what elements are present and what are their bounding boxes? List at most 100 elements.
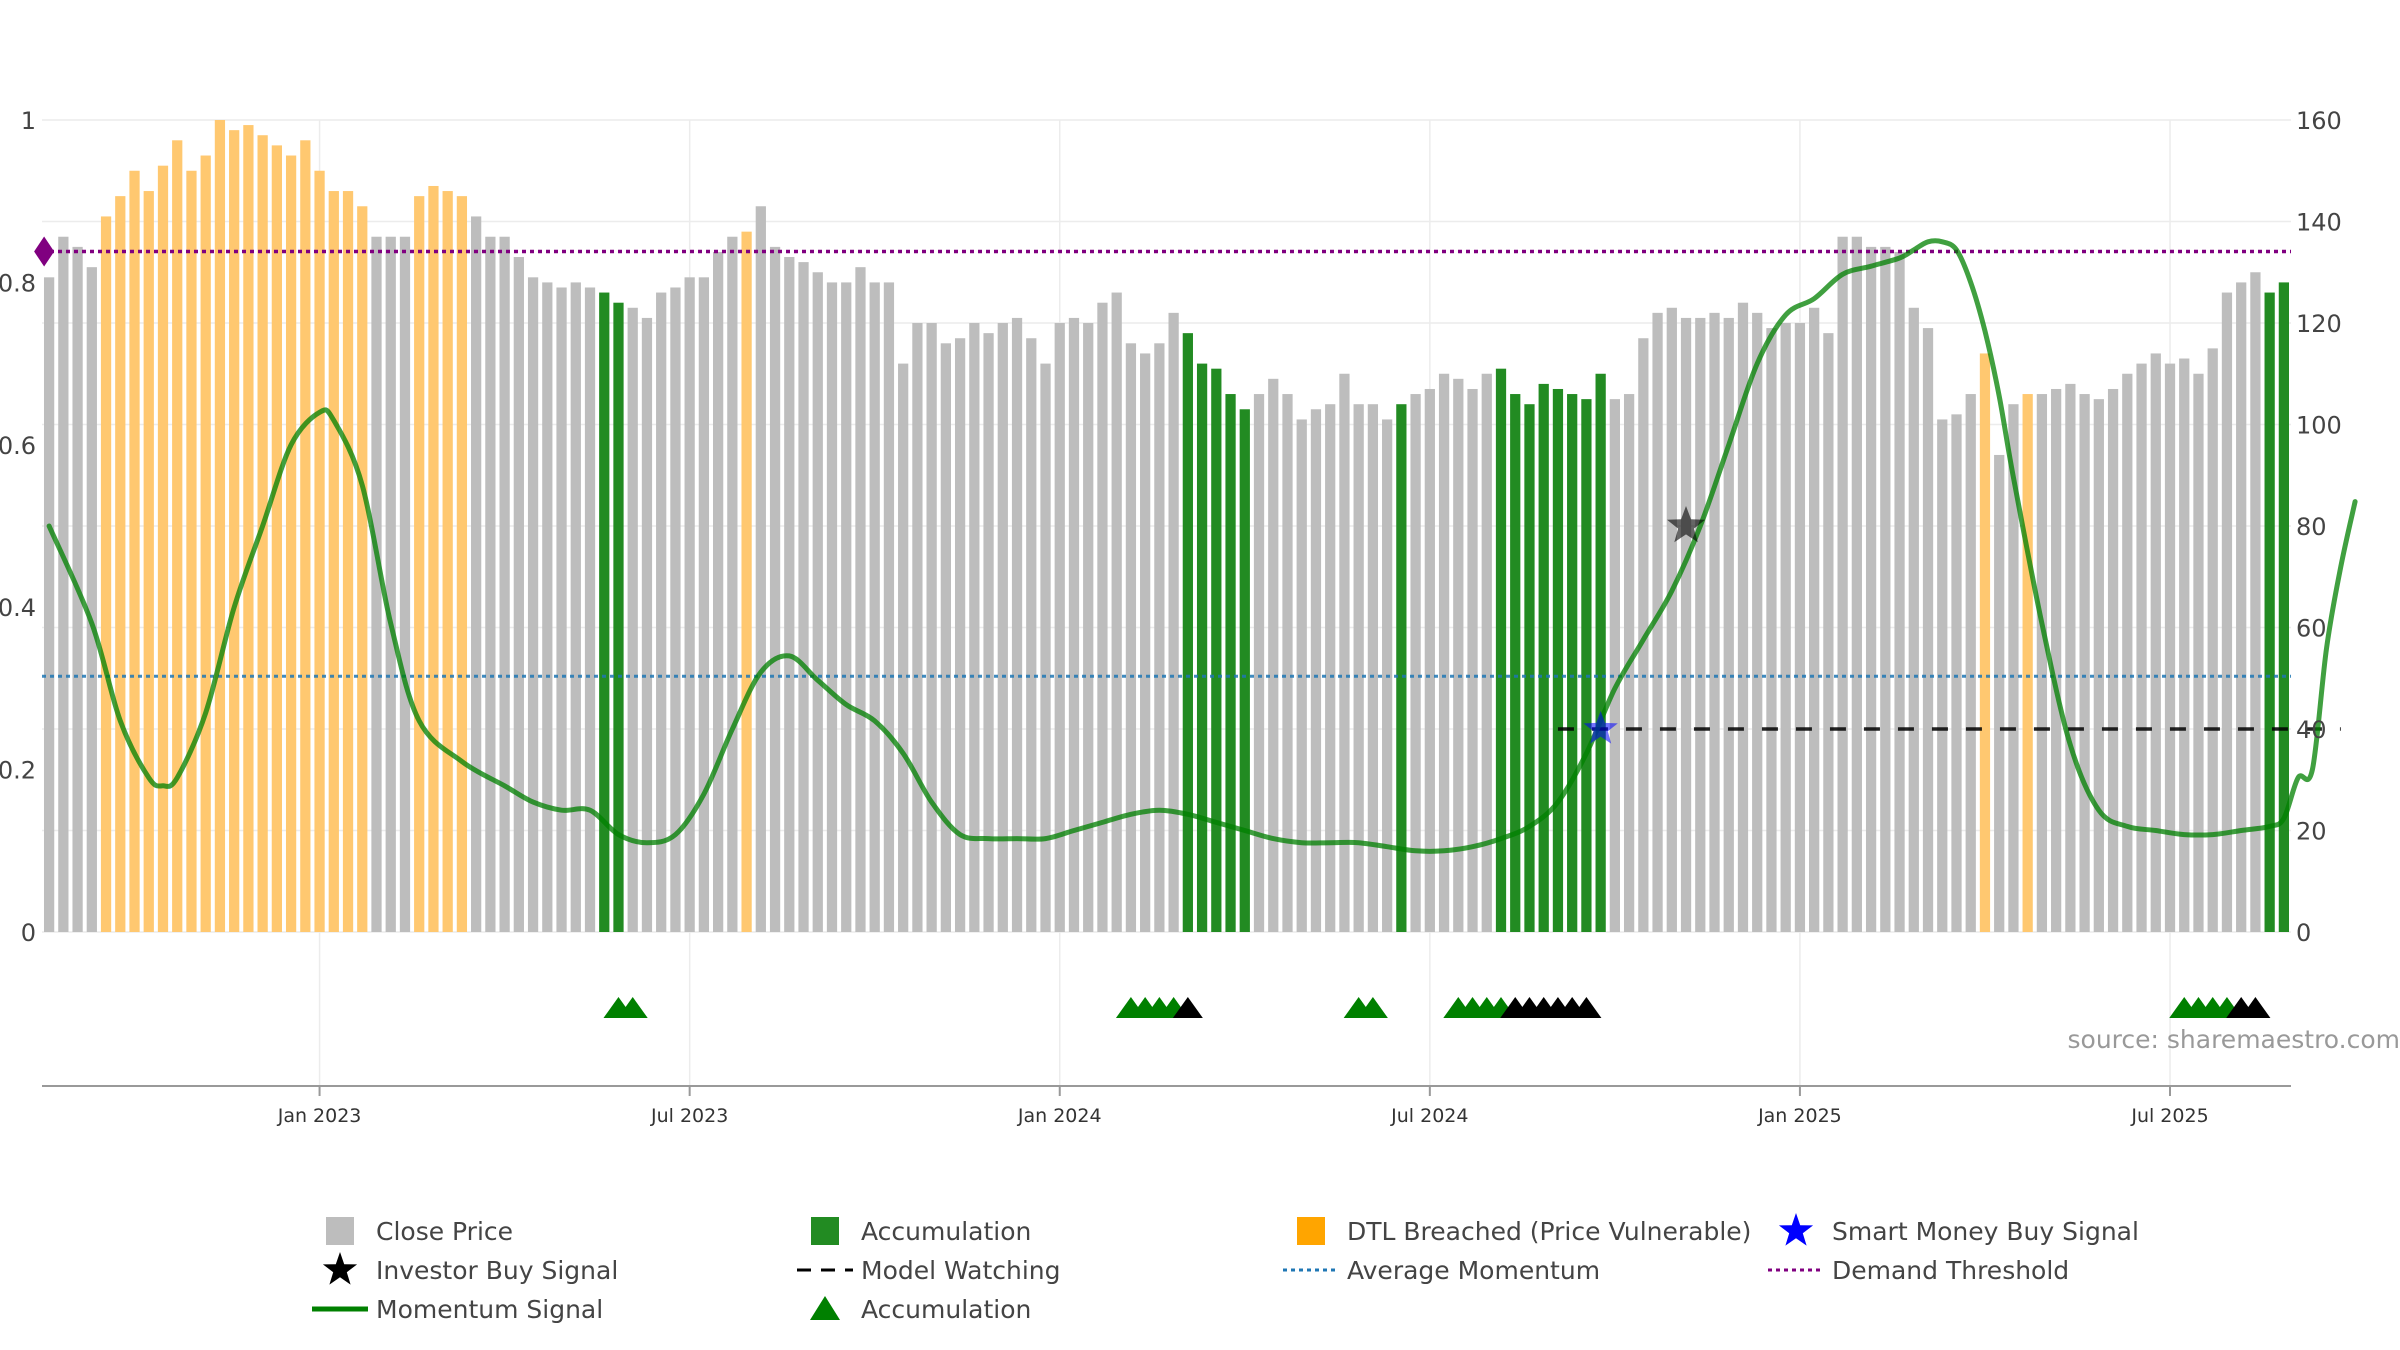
dtl-bar (442, 191, 453, 933)
blue-star-icon (1766, 1213, 1826, 1249)
legend-label: Close Price (376, 1216, 514, 1246)
legend-item-investor-buy: Investor Buy Signal (310, 1252, 618, 1288)
accumulation-bar (1211, 368, 1222, 932)
purple-dotted-line-icon (1766, 1252, 1826, 1288)
close-price-bar (399, 236, 411, 933)
legend-item-demand-threshold: Demand Threshold (1766, 1252, 2069, 1288)
dtl-bar (186, 170, 197, 932)
right-axis-tick: 80 (2296, 513, 2327, 541)
legend-label: Accumulation (861, 1216, 1032, 1246)
close-price-bar (1794, 323, 1806, 932)
accumulation-bar (1552, 388, 1564, 933)
legend-label: Momentum Signal (376, 1294, 604, 1324)
legend-item-smart-money: Smart Money Buy Signal (1766, 1213, 2139, 1249)
close-price-bar (1752, 312, 1763, 933)
close-price-bar (2193, 373, 2204, 932)
close-price-bar (556, 287, 567, 933)
close-price-bar (2236, 282, 2247, 932)
accumulation-bar (599, 292, 610, 932)
green-line-icon (310, 1291, 370, 1327)
x-axis-tick: Jul 2024 (1390, 1105, 1468, 1127)
dtl-bar (314, 170, 325, 932)
smart-money-buy-star (1583, 711, 1618, 744)
dtl-bar (2022, 394, 2033, 932)
close-price-bar (1666, 307, 1677, 932)
close-price-bar (926, 323, 937, 932)
source-credit: source: sharemaestro.com (2068, 1025, 2400, 1054)
close-price-bar (2036, 394, 2048, 932)
close-price-bar (883, 282, 895, 932)
momentum-signal-line (46, 238, 2358, 854)
dtl-bar (214, 120, 226, 932)
close-price-bar (1325, 404, 1336, 932)
close-price-bar (1424, 388, 1435, 933)
close-price-bar (385, 236, 396, 933)
close-price-bar (1922, 328, 1934, 932)
close-price-bar (727, 236, 738, 933)
close-price-bar (1353, 404, 1364, 932)
close-price-bar (1040, 363, 1051, 933)
axes: 0 0.2 0.4 0.6 0.8 1 0 20 40 60 80 100 120 140 160 Jan 2… (0, 107, 2342, 1127)
close-price-bar (812, 272, 823, 932)
dtl-swatch-icon (1281, 1213, 1341, 1249)
close-price-bar (1937, 419, 1948, 932)
close-price-bar (2093, 399, 2104, 933)
black-star-icon (310, 1252, 370, 1288)
accumulation-bar (2278, 282, 2290, 932)
investor-buy-star (1667, 506, 1706, 543)
dtl-bar (357, 206, 368, 932)
accumulation-triangle (1357, 997, 1388, 1018)
close-price-bar (841, 282, 852, 932)
close-price-bar (1011, 317, 1023, 932)
legend-item-close-price: Close Price (310, 1213, 513, 1249)
legend-label: Investor Buy Signal (376, 1255, 619, 1285)
close-price-bar (983, 333, 994, 932)
dtl-bar (271, 145, 282, 933)
right-axis-tick: 0 (2296, 919, 2311, 947)
close-price-bar (513, 257, 524, 932)
close-price-bar (1438, 373, 1450, 932)
left-axis-tick: 0.6 (0, 432, 36, 460)
accumulation-bar (1239, 409, 1250, 932)
close-price-bar (1823, 333, 1834, 932)
close-price-bar (670, 287, 681, 933)
close-price-bar (1154, 343, 1165, 932)
close-price-bar (2079, 394, 2090, 932)
close-price-bar (769, 246, 781, 933)
legend-item-model-watching: Model Watching (795, 1252, 1061, 1288)
close-price-bar (713, 251, 724, 932)
close-price-bar (1339, 373, 1350, 932)
close-price-bar (1723, 317, 1734, 932)
close-price-bar (869, 282, 880, 932)
signal-markers (34, 236, 1706, 744)
close-price-bar (58, 236, 69, 933)
close-price-bar (1068, 317, 1080, 932)
left-axis-tick: 0.2 (0, 757, 36, 785)
dtl-bar (428, 185, 439, 933)
close-price-bar (1097, 302, 1108, 932)
accumulation-bar (1495, 368, 1507, 932)
close-price-swatch-icon (310, 1213, 370, 1249)
accumulation-bar (1567, 394, 1578, 932)
right-axis-tick: 60 (2296, 615, 2327, 643)
close-price-bar (499, 236, 510, 933)
close-price-bar (471, 216, 482, 932)
close-price-bar (371, 236, 382, 933)
close-price-bar (1168, 312, 1179, 933)
close-price-bar (2250, 272, 2261, 932)
dtl-bar (100, 216, 112, 932)
close-price-bar (43, 277, 55, 932)
dtl-bar (328, 191, 339, 933)
close-price-bar (1837, 236, 1848, 933)
close-price-bar (684, 277, 695, 932)
accumulation-triangle (2240, 997, 2271, 1018)
close-price-bar (1111, 292, 1122, 932)
right-axis-tick: 40 (2296, 716, 2327, 744)
close-price-bar (784, 257, 795, 932)
close-price-bar (898, 363, 909, 933)
close-price-bar (912, 323, 923, 932)
legend-item-accumulation-square: Accumulation (795, 1213, 1031, 1249)
legend-label: Average Momentum (1347, 1255, 1601, 1285)
right-axis-tick: 100 (2296, 412, 2342, 440)
